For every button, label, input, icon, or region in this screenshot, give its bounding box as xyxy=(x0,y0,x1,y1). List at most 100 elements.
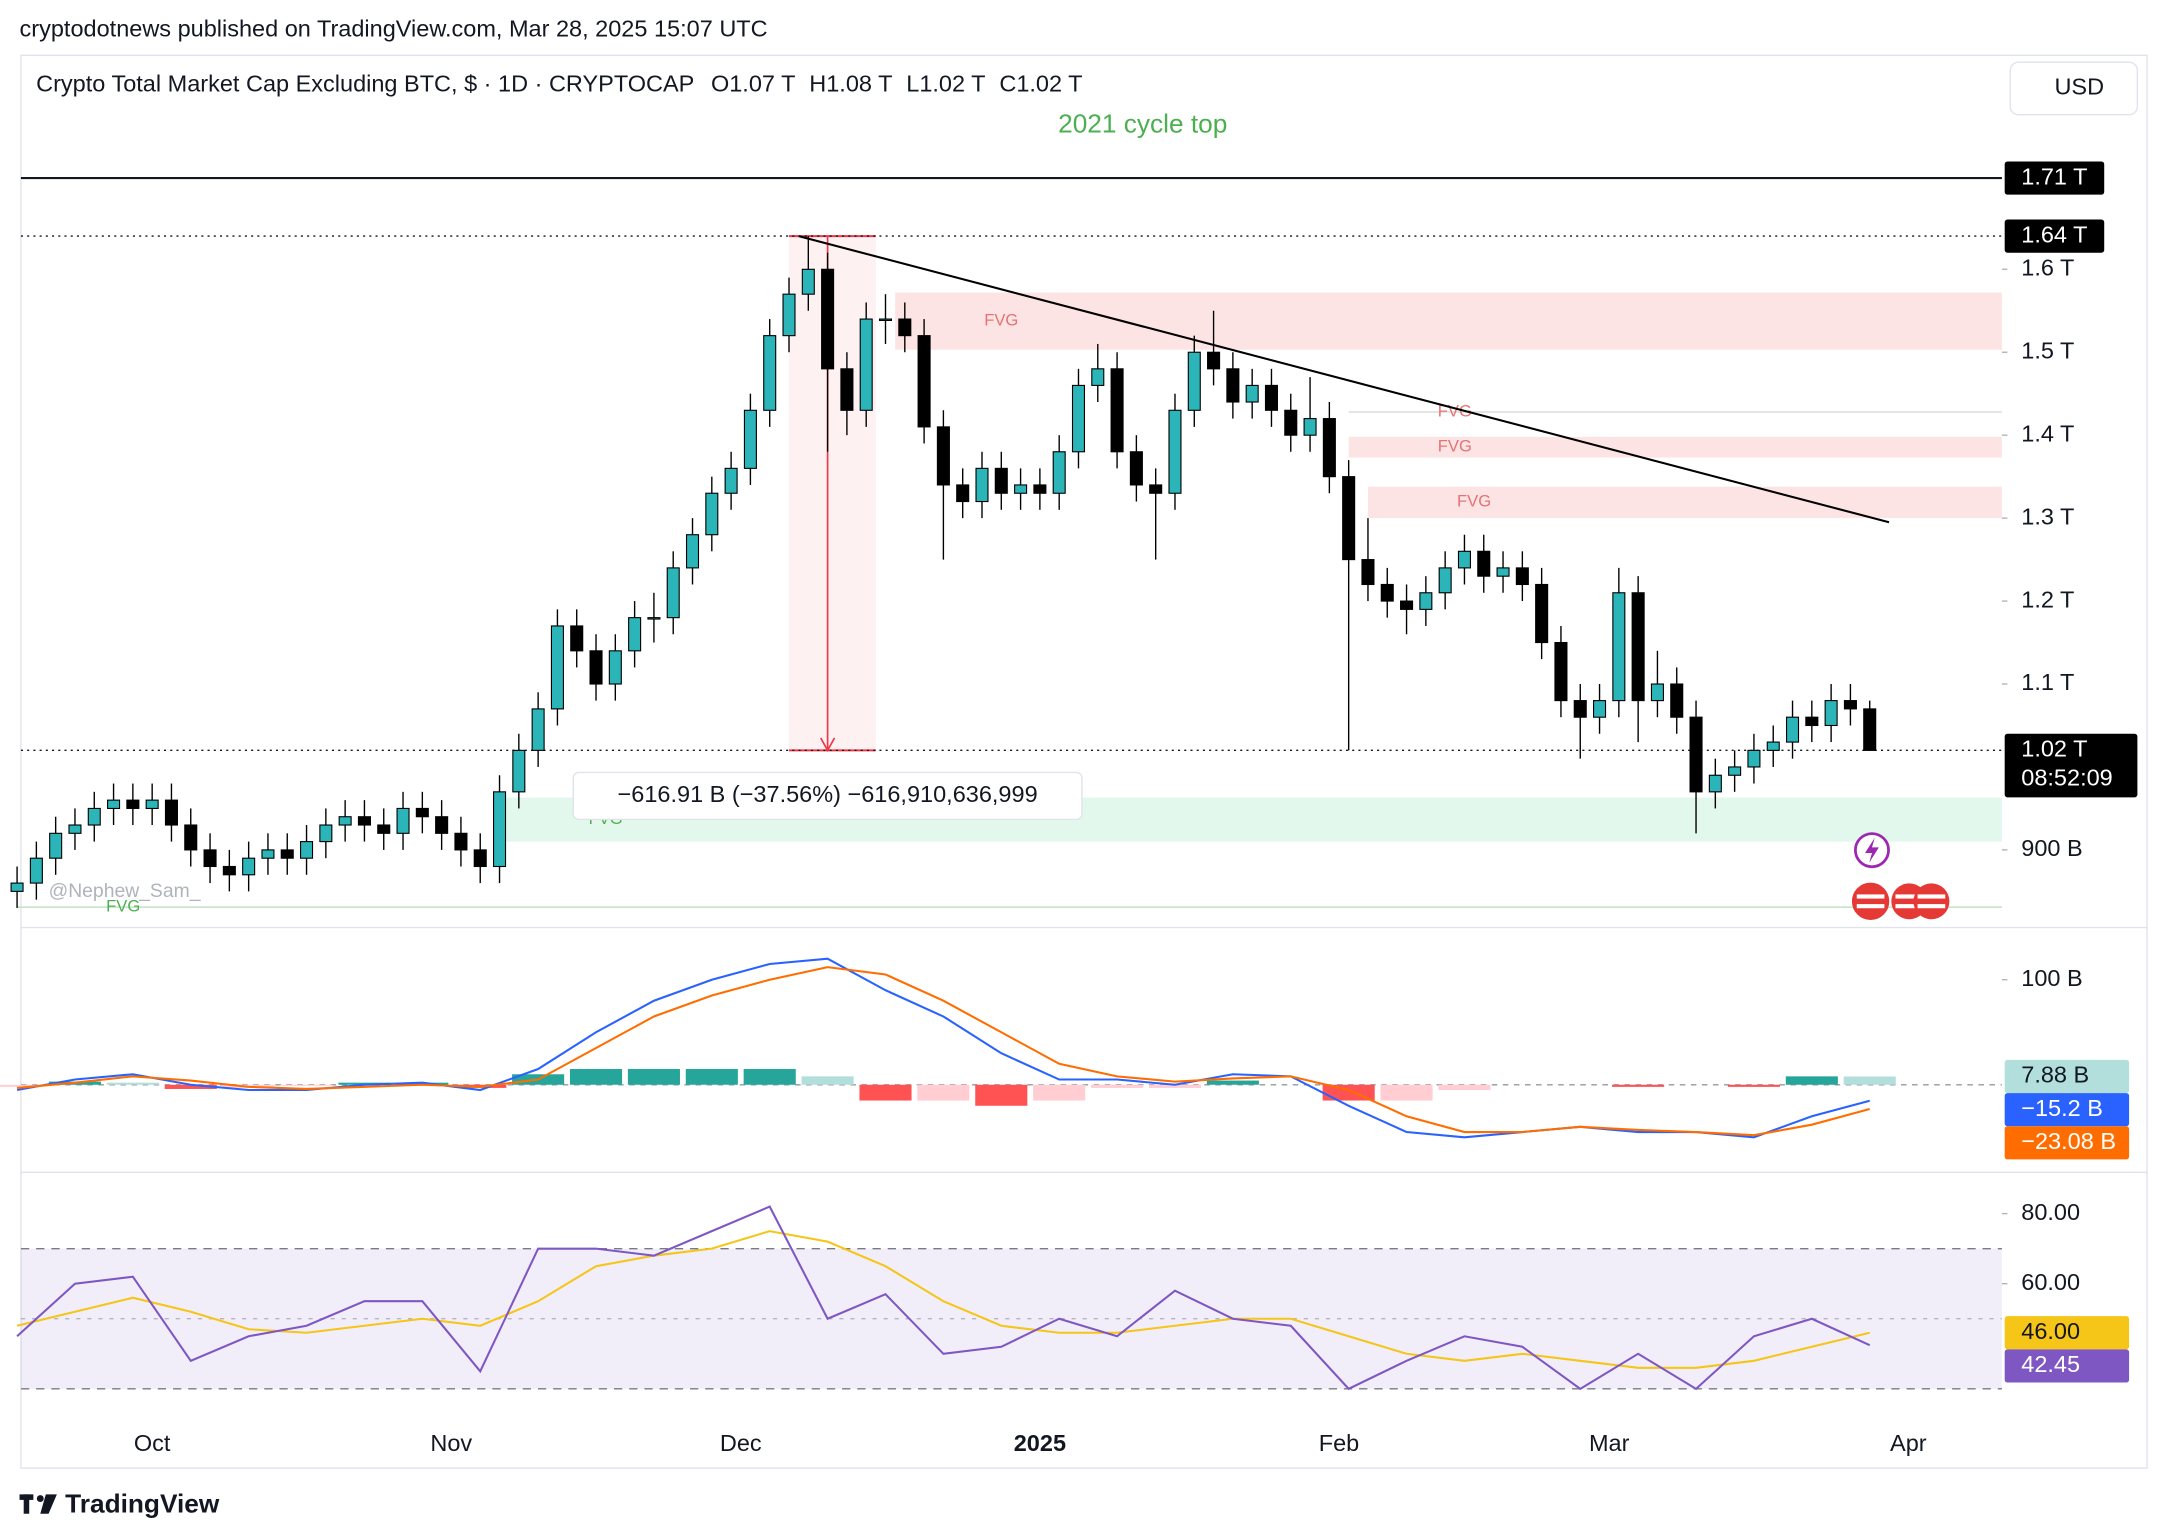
candle-body xyxy=(1593,700,1607,718)
candle-body xyxy=(396,807,410,834)
candle-body xyxy=(261,849,275,859)
candle-body xyxy=(1207,351,1221,370)
x-tick-label: Feb xyxy=(1319,1430,1360,1456)
candle-body xyxy=(994,467,1008,494)
x-tick-label: Dec xyxy=(720,1430,762,1456)
candle-body xyxy=(1149,484,1163,494)
y-tick-label: 100 B xyxy=(2021,965,2082,991)
histogram-bar xyxy=(1033,1084,1086,1101)
candle-body xyxy=(878,318,893,321)
candle-body xyxy=(782,293,796,337)
candle-body xyxy=(242,857,256,876)
last-value-badge xyxy=(2004,1059,2130,1094)
histogram-bar xyxy=(1843,1076,1896,1085)
candle-body xyxy=(743,409,757,469)
candle-body xyxy=(840,368,854,411)
last-value-label: 46.00 xyxy=(2021,1318,2080,1344)
candle-body xyxy=(1400,600,1414,610)
histogram-bar xyxy=(1148,1084,1202,1088)
candle-body xyxy=(203,849,217,868)
candle-body xyxy=(377,824,391,834)
histogram-bar xyxy=(743,1069,796,1085)
chart-title: Crypto Total Market Cap Excluding BTC, $… xyxy=(36,71,694,97)
candle-body xyxy=(512,749,526,793)
histogram-bar xyxy=(396,1082,449,1085)
candle-body xyxy=(126,799,140,809)
histogram-bar xyxy=(975,1084,1028,1106)
fvg-zone xyxy=(1348,436,2002,458)
candle-body xyxy=(338,816,352,826)
candle-body xyxy=(1342,476,1356,561)
y-tick-label: 1.6 T xyxy=(2021,254,2074,280)
histogram-bar xyxy=(1206,1080,1259,1085)
histogram-bar xyxy=(569,1069,623,1085)
candle-body xyxy=(492,791,507,868)
candle-body xyxy=(1785,716,1800,743)
histogram-bar xyxy=(685,1069,738,1085)
last-value-badge xyxy=(2004,1126,2130,1160)
last-value-badge xyxy=(2004,1316,2130,1350)
candle-body xyxy=(1264,384,1279,411)
candle-body xyxy=(1110,368,1124,453)
candle-body xyxy=(1824,700,1838,727)
candle-body xyxy=(1863,708,1877,751)
header: cryptodotnews published on TradingView.c… xyxy=(20,16,768,42)
y-tick-label: 1.1 T xyxy=(2021,669,2074,695)
trendline xyxy=(798,235,1890,524)
price-badge xyxy=(2004,733,2138,798)
candle-body xyxy=(1014,484,1028,494)
candle-body xyxy=(1631,592,1645,702)
candle-body xyxy=(685,534,700,569)
candle-body xyxy=(184,824,198,851)
ohlc-low: L1.02 T xyxy=(906,71,985,97)
last-value-badge xyxy=(2004,1093,2130,1127)
candle-body xyxy=(917,335,931,428)
candle-body xyxy=(550,625,564,710)
candle-body xyxy=(1573,700,1587,718)
histogram-bar xyxy=(0,1084,44,1087)
candle-body xyxy=(1689,716,1703,793)
candle-body xyxy=(1747,749,1761,768)
candle-body xyxy=(357,816,371,826)
rsi-line xyxy=(16,1230,1870,1369)
histogram-bar xyxy=(627,1069,680,1085)
candle-body xyxy=(1187,351,1201,411)
candle-body xyxy=(531,708,545,751)
candle-body xyxy=(628,617,642,652)
watermark: @Nephew_Sam_ xyxy=(49,880,201,902)
histogram-bar xyxy=(1091,1084,1144,1088)
histogram-bar xyxy=(1380,1084,1433,1101)
histogram-bar xyxy=(280,1084,333,1086)
logo xyxy=(19,1494,57,1514)
fvg-zone xyxy=(895,292,2002,350)
fvg-zone xyxy=(1367,486,2002,519)
histogram-bar xyxy=(338,1082,391,1085)
candle-body xyxy=(1477,550,1491,577)
last-value-label: −15.2 B xyxy=(2021,1095,2103,1121)
last-value-label: 7.88 B xyxy=(2021,1062,2089,1088)
candle-body xyxy=(1457,550,1471,569)
ohlc-open: O1.07 T xyxy=(711,71,795,97)
candle-body xyxy=(454,832,468,851)
candle-body xyxy=(1650,683,1664,702)
fvg-label: FVG xyxy=(1457,492,1491,511)
level-annotation: 2021 cycle top xyxy=(1058,108,1227,138)
currency-button[interactable] xyxy=(2009,61,2139,116)
x-tick-label: 2025 xyxy=(1014,1430,1066,1456)
fvg-label: FVG xyxy=(1438,437,1472,456)
candle-body xyxy=(1612,592,1626,702)
candle-body xyxy=(1554,641,1568,702)
candle-body xyxy=(859,318,873,411)
fvg-zone xyxy=(1348,411,2002,413)
candle-body xyxy=(763,335,777,411)
ohlc-close: C1.02 T xyxy=(999,71,1082,97)
chart-legend: Crypto Total Market Cap Excluding BTC, $… xyxy=(36,71,1082,97)
fvg-zone xyxy=(17,906,2002,908)
currency-label[interactable]: USD xyxy=(2054,74,2104,100)
candle-body xyxy=(1052,451,1066,494)
macd-line xyxy=(16,957,1870,1139)
histogram-bar xyxy=(801,1076,854,1085)
candle-body xyxy=(1361,559,1375,586)
measure-arrowhead xyxy=(819,737,836,753)
